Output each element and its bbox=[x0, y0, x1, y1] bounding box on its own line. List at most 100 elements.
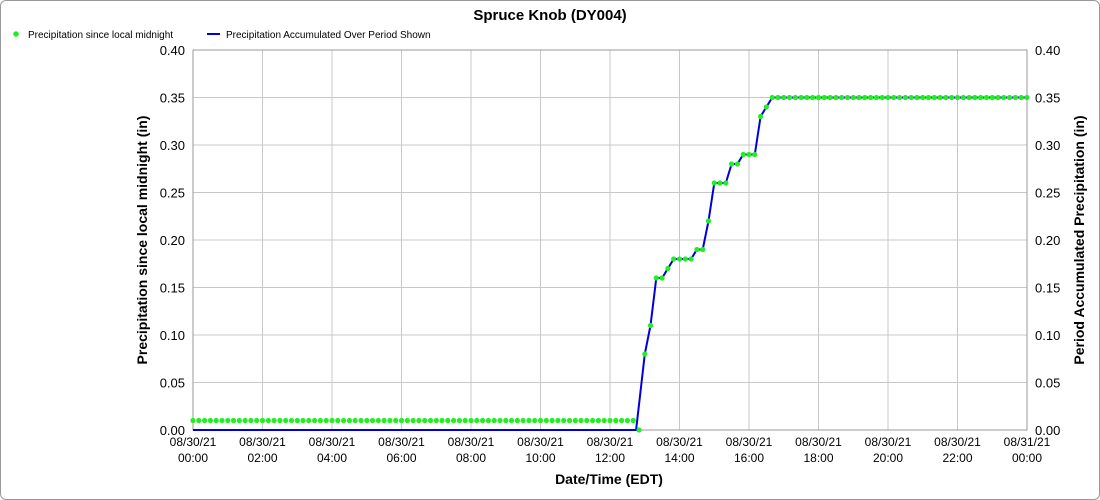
data-point-marker bbox=[636, 427, 642, 433]
x-tick-time: 12:00 bbox=[595, 451, 625, 465]
data-point-marker bbox=[271, 417, 277, 424]
data-point-marker bbox=[613, 417, 619, 424]
y-tick-label-left: 0.10 bbox=[160, 328, 185, 343]
y-tick-label-right: 0.05 bbox=[1035, 376, 1060, 391]
data-point-marker bbox=[711, 180, 717, 186]
data-point-marker bbox=[862, 94, 868, 101]
data-point-marker bbox=[410, 417, 416, 424]
data-point-marker bbox=[908, 94, 914, 101]
data-point-marker bbox=[1007, 94, 1013, 101]
data-point-marker bbox=[758, 113, 764, 120]
data-point-marker bbox=[497, 417, 503, 424]
data-point-marker bbox=[734, 161, 741, 167]
x-tick-date: 08/30/21 bbox=[726, 435, 773, 449]
data-point-marker bbox=[966, 94, 972, 101]
data-point-marker bbox=[277, 417, 283, 424]
data-point-marker bbox=[317, 417, 323, 424]
data-point-marker bbox=[480, 417, 486, 424]
data-point-marker bbox=[312, 417, 318, 424]
data-point-marker bbox=[781, 94, 787, 101]
data-point-marker bbox=[1001, 94, 1007, 101]
x-tick-date: 08/30/21 bbox=[934, 435, 981, 449]
series-precip-since-midnight bbox=[190, 94, 1030, 433]
data-point-marker bbox=[682, 256, 688, 262]
data-point-marker bbox=[972, 94, 978, 101]
data-point-marker bbox=[873, 94, 880, 101]
data-point-marker bbox=[248, 417, 254, 424]
x-tick-time: 18:00 bbox=[803, 451, 833, 465]
x-tick-date: 08/31/21 bbox=[1004, 435, 1051, 449]
data-point-marker bbox=[937, 94, 943, 101]
data-point-marker bbox=[543, 417, 549, 424]
data-point-marker bbox=[624, 417, 631, 424]
data-point-marker bbox=[242, 417, 248, 424]
data-point-marker bbox=[925, 94, 932, 101]
x-tick-time: 20:00 bbox=[873, 451, 903, 465]
data-point-marker bbox=[491, 417, 497, 424]
data-point-marker bbox=[775, 94, 781, 101]
x-tick-date: 08/30/21 bbox=[239, 435, 286, 449]
y-tick-label-left: 0.00 bbox=[160, 423, 185, 438]
right-y-axis-title: Period Accumulated Precipitation (in) bbox=[1071, 115, 1087, 364]
data-point-marker bbox=[833, 94, 839, 101]
data-point-marker bbox=[306, 417, 312, 424]
x-tick-date: 08/30/21 bbox=[378, 435, 425, 449]
data-point-marker bbox=[404, 417, 410, 424]
data-point-marker bbox=[288, 417, 295, 424]
data-point-marker bbox=[1018, 94, 1024, 101]
data-point-marker bbox=[960, 94, 966, 101]
data-point-marker bbox=[954, 94, 961, 101]
left-y-ticks: 0.00 0.05 0.10 0.15 0.20 0.25 0.30 0.35 0.40 bbox=[160, 43, 185, 438]
data-point-marker bbox=[433, 417, 439, 424]
x-tick-date: 08/30/21 bbox=[309, 435, 356, 449]
data-point-marker bbox=[792, 94, 798, 101]
data-point-marker bbox=[300, 417, 306, 424]
data-point-marker bbox=[1024, 94, 1030, 101]
data-point-marker bbox=[219, 417, 225, 424]
data-point-marker bbox=[566, 417, 573, 424]
x-tick-time: 00:00 bbox=[178, 451, 208, 465]
data-point-marker bbox=[387, 417, 393, 424]
data-point-marker bbox=[868, 94, 874, 101]
y-tick-label-right: 0.00 bbox=[1035, 423, 1060, 438]
x-tick-time: 00:00 bbox=[1012, 451, 1042, 465]
data-point-marker bbox=[879, 94, 885, 101]
data-point-marker bbox=[705, 218, 712, 224]
data-point-marker bbox=[445, 417, 451, 424]
x-tick-date: 08/30/21 bbox=[448, 435, 495, 449]
chart-title: Spruce Knob (DY004) bbox=[473, 7, 626, 24]
data-point-marker bbox=[763, 104, 770, 110]
y-tick-label-left: 0.25 bbox=[160, 186, 185, 201]
data-point-marker bbox=[688, 256, 694, 262]
data-point-marker bbox=[468, 417, 474, 424]
data-point-marker bbox=[659, 275, 665, 281]
data-point-marker bbox=[364, 417, 370, 424]
y-tick-label-right: 0.25 bbox=[1035, 186, 1060, 201]
data-point-marker bbox=[943, 94, 949, 101]
right-y-ticks: 0.00 0.05 0.10 0.15 0.20 0.25 0.30 0.35 0.40 bbox=[1035, 43, 1060, 438]
data-point-marker bbox=[983, 94, 990, 101]
data-point-marker bbox=[416, 417, 422, 424]
y-tick-label-right: 0.20 bbox=[1035, 233, 1060, 248]
data-point-marker bbox=[456, 417, 462, 424]
data-point-marker bbox=[752, 151, 758, 158]
data-point-marker bbox=[503, 417, 509, 424]
y-tick-label-right: 0.30 bbox=[1035, 138, 1060, 153]
data-point-marker bbox=[839, 94, 845, 101]
data-point-marker bbox=[891, 94, 897, 101]
x-tick-time: 14:00 bbox=[664, 451, 694, 465]
data-point-marker bbox=[283, 417, 289, 424]
data-point-marker bbox=[451, 417, 457, 424]
data-point-marker bbox=[676, 256, 683, 262]
data-point-marker bbox=[259, 417, 266, 424]
data-point-marker bbox=[949, 94, 955, 101]
data-point-marker bbox=[369, 417, 376, 424]
data-point-marker bbox=[398, 417, 405, 424]
data-point-marker bbox=[827, 94, 833, 101]
grid bbox=[192, 49, 1028, 431]
y-tick-label-left: 0.15 bbox=[160, 281, 185, 296]
data-point-marker bbox=[526, 417, 532, 424]
data-point-marker bbox=[740, 151, 746, 158]
data-point-marker bbox=[485, 417, 491, 424]
